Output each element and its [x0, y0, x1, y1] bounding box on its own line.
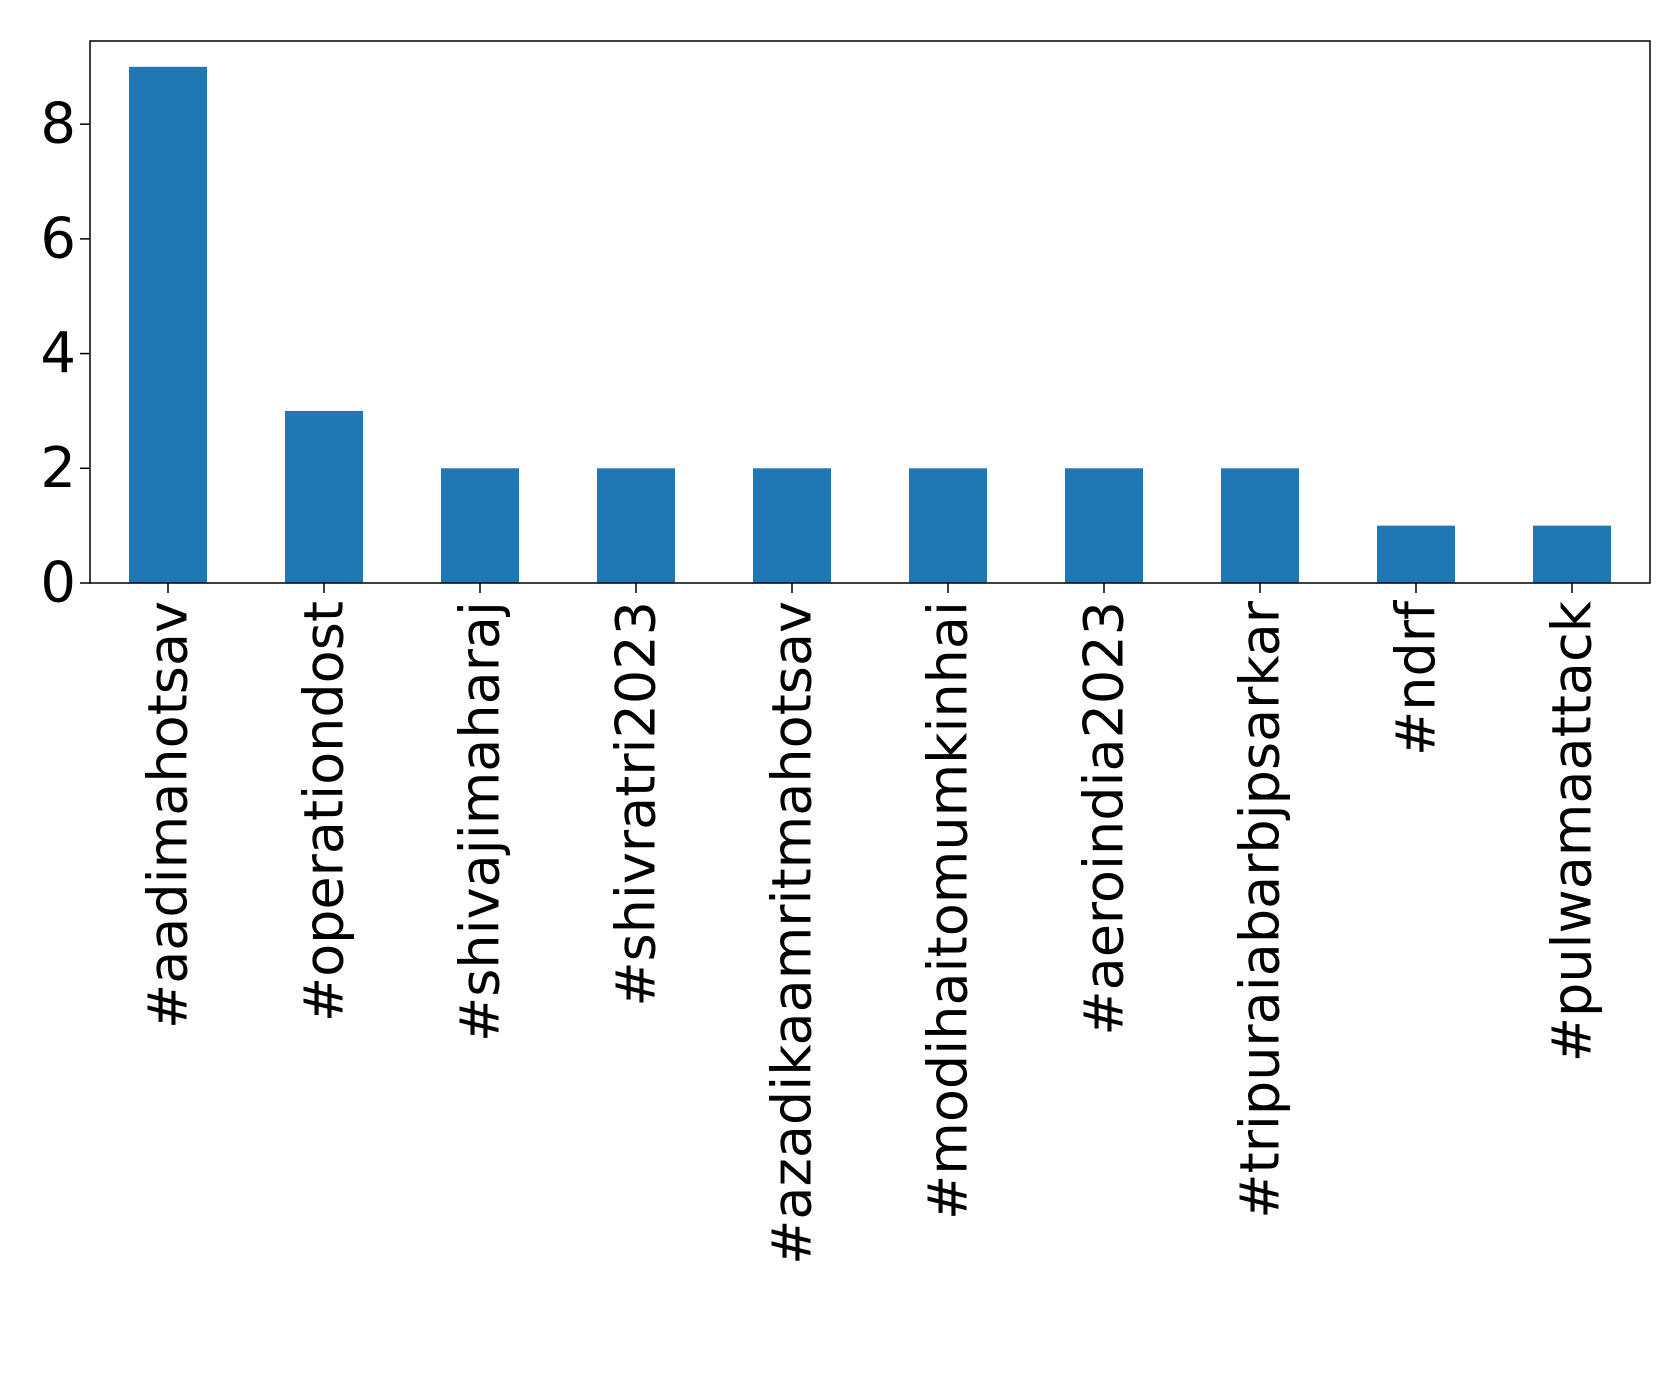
bar-shivajimaharaj: [441, 468, 519, 583]
x-tick-label: #tripuraiabarbjpsarkar: [1229, 600, 1292, 1218]
x-tick-label: #shivratri2023: [605, 601, 668, 1007]
bar-pulwamaattack: [1533, 525, 1611, 583]
bar-aeroindia2023: [1065, 468, 1143, 583]
y-tick-label: 2: [40, 436, 76, 501]
x-tick-label: #ndrf: [1385, 599, 1448, 756]
x-tick-label: #shivajimaharaj: [449, 601, 512, 1042]
y-tick-label: 0: [40, 551, 76, 616]
bar-tripuraiabarbjpsarkar: [1221, 468, 1299, 583]
bar-modihaitomumkinhai: [909, 468, 987, 583]
bar-shivratri2023: [597, 468, 675, 583]
x-tick-label: #pulwamaattack: [1541, 600, 1604, 1062]
x-tick-label: #aeroindia2023: [1073, 601, 1136, 1036]
bar-operationdost: [285, 410, 363, 583]
y-tick-label: 8: [40, 92, 76, 157]
y-tick-label: 6: [40, 206, 76, 271]
y-tick-label: 4: [40, 321, 76, 386]
x-tick-label: #modihaitomumkinhai: [917, 601, 980, 1220]
bars-group: [129, 66, 1611, 584]
bar-ndrf: [1377, 525, 1455, 583]
bar-azadikaamritmahotsav: [753, 468, 831, 583]
x-tick-label: #azadikaamritmahotsav: [761, 601, 824, 1265]
x-tick-label: #aadimahotsav: [137, 601, 200, 1029]
x-tick-label: #operationdost: [293, 601, 356, 1022]
y-axis: 0 2 4 6 8: [40, 92, 90, 616]
bar-aadimahotsav: [129, 66, 207, 584]
plot-frame: [89, 40, 1651, 584]
x-axis: #aadimahotsav #operationdost #shivajimahar…: [137, 583, 1604, 1265]
